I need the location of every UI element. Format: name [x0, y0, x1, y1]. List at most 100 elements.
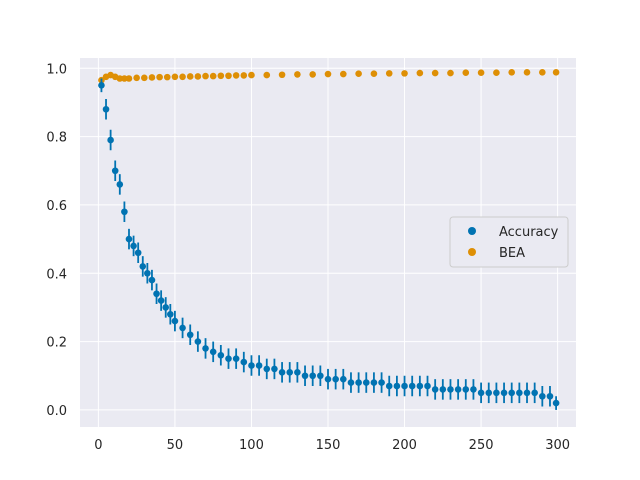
point-bea — [552, 69, 560, 76]
legend-label-bea: BEA — [499, 246, 525, 261]
point-bea — [462, 69, 470, 76]
legend-box — [449, 216, 569, 268]
point-bea — [309, 71, 316, 78]
point-bea — [477, 69, 485, 76]
x-tick-label: 150 — [316, 438, 341, 453]
point-accuracy — [493, 389, 500, 397]
point-bea — [416, 69, 424, 77]
point-bea — [125, 75, 133, 82]
point-accuracy — [139, 263, 147, 270]
point-accuracy — [278, 369, 286, 376]
point-accuracy — [485, 389, 493, 397]
point-accuracy — [516, 389, 523, 397]
point-accuracy — [539, 392, 546, 400]
point-accuracy — [317, 372, 324, 380]
point-accuracy — [439, 386, 447, 393]
point-bea — [493, 69, 500, 76]
point-accuracy — [144, 269, 151, 277]
point-bea — [209, 72, 217, 80]
point-accuracy — [462, 386, 470, 393]
legend-label-accuracy: Accuracy — [499, 225, 559, 240]
point-bea — [294, 71, 301, 78]
point-accuracy — [362, 379, 370, 386]
point-accuracy — [186, 331, 194, 339]
point-accuracy — [332, 375, 339, 383]
point-accuracy — [255, 362, 263, 369]
point-bea — [370, 70, 378, 78]
point-bea — [355, 70, 362, 78]
point-accuracy — [500, 389, 508, 397]
point-bea — [263, 71, 271, 79]
point-accuracy — [424, 382, 431, 390]
point-bea — [447, 69, 454, 77]
point-bea — [171, 73, 179, 81]
point-accuracy — [447, 386, 454, 393]
legend: Accuracy BEA — [449, 216, 569, 268]
y-tick-label: 0.6 — [46, 199, 67, 214]
point-accuracy — [309, 372, 316, 380]
point-accuracy — [355, 379, 362, 386]
point-bea — [202, 72, 209, 80]
point-bea — [240, 72, 248, 79]
point-bea — [179, 73, 186, 81]
point-accuracy — [347, 379, 355, 386]
point-accuracy — [217, 351, 225, 359]
x-tick-label: 100 — [239, 438, 264, 453]
point-bea — [163, 73, 171, 81]
series-layer — [98, 69, 560, 410]
point-bea — [523, 69, 531, 76]
point-accuracy — [148, 276, 156, 284]
point-accuracy — [546, 392, 554, 400]
point-accuracy — [431, 386, 439, 393]
x-tick-label: 250 — [469, 438, 494, 453]
point-accuracy — [324, 375, 332, 383]
point-accuracy — [263, 365, 271, 373]
point-accuracy — [179, 324, 186, 332]
point-accuracy — [111, 167, 119, 175]
point-bea — [385, 70, 393, 77]
point-bea — [140, 74, 148, 82]
point-accuracy — [416, 382, 424, 390]
x-tick-label: 50 — [167, 438, 184, 453]
point-accuracy — [477, 389, 485, 397]
point-accuracy — [209, 348, 217, 356]
point-accuracy — [167, 310, 174, 318]
point-bea — [194, 73, 202, 80]
point-accuracy — [240, 358, 248, 366]
point-accuracy — [340, 375, 347, 383]
point-bea — [232, 72, 240, 79]
point-bea — [340, 70, 347, 78]
point-accuracy — [393, 382, 401, 390]
x-tick-label: 200 — [392, 438, 417, 453]
point-bea — [431, 69, 439, 77]
point-accuracy — [162, 304, 170, 311]
point-accuracy — [248, 362, 255, 369]
point-accuracy — [552, 399, 560, 407]
x-tick-label: 300 — [545, 438, 570, 453]
point-accuracy — [408, 382, 416, 390]
point-accuracy — [385, 382, 393, 390]
point-bea — [324, 70, 332, 78]
y-axis-ticks: 0.0 0.2 0.4 0.6 0.8 1.0 — [46, 62, 67, 419]
point-accuracy — [134, 249, 142, 257]
point-accuracy — [531, 389, 538, 397]
point-accuracy — [508, 389, 516, 397]
point-accuracy — [202, 345, 209, 352]
point-bea — [248, 71, 255, 79]
y-tick-label: 0.8 — [46, 131, 67, 146]
series-bea — [98, 69, 560, 84]
y-tick-label: 0.4 — [46, 267, 67, 282]
point-bea — [121, 75, 128, 82]
point-accuracy — [153, 290, 160, 298]
point-accuracy — [157, 297, 165, 304]
x-axis-ticks: 0 50 100 150 200 250 300 — [94, 438, 570, 453]
legend-marker-bea — [468, 248, 476, 256]
gridlines — [80, 58, 576, 427]
point-accuracy — [121, 208, 128, 216]
y-tick-label: 0.2 — [46, 336, 67, 351]
point-bea — [217, 72, 225, 80]
point-bea — [539, 69, 546, 76]
point-accuracy — [102, 105, 110, 113]
point-bea — [401, 70, 408, 77]
point-bea — [278, 71, 286, 79]
